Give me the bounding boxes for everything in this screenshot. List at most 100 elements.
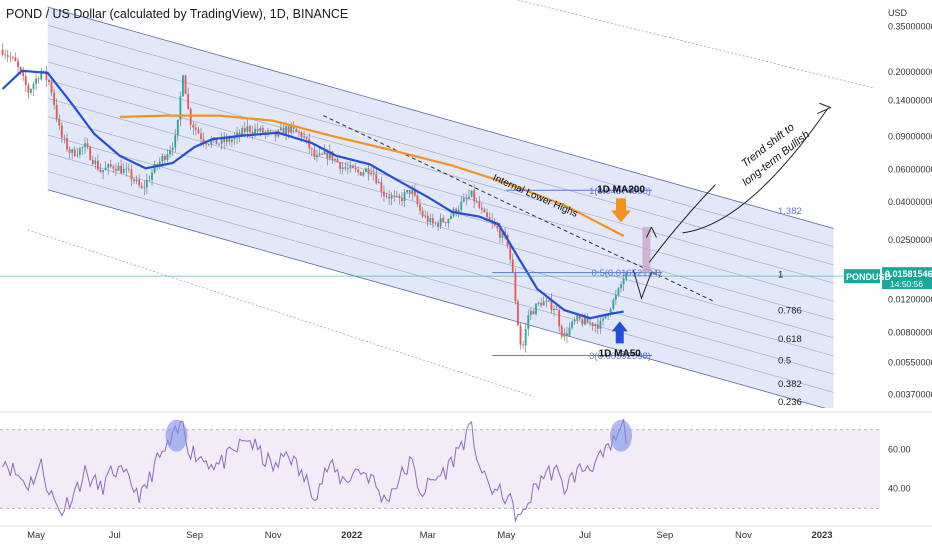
candle-body: [130, 169, 133, 180]
internal-lower-highs-line: [323, 115, 716, 303]
candle-body: [287, 126, 290, 133]
candle-body: [166, 154, 169, 160]
candle-body: [84, 143, 86, 148]
candle-body: [331, 151, 334, 161]
candle-body: [17, 61, 19, 68]
candle-body: [40, 70, 43, 80]
projection-bar: [642, 227, 651, 273]
price-tick-label: 0.02500000: [888, 235, 932, 245]
candle-body: [156, 164, 159, 166]
candle-body: [145, 179, 148, 188]
candle-body: [272, 130, 275, 132]
candle-body: [571, 321, 573, 328]
channel-lower-line: [47, 189, 826, 408]
candle-body: [182, 75, 184, 97]
fib-level-label: 0(0.00592598): [589, 351, 651, 362]
projection-up-arrow: [646, 226, 657, 238]
candle-body: [578, 315, 581, 320]
candle-body: [558, 310, 561, 327]
candle-body: [231, 139, 233, 142]
candle-body: [308, 138, 311, 149]
rsi-pane: [0, 419, 880, 522]
candle-body: [413, 189, 416, 196]
channel-fill: [47, 7, 834, 408]
candle-body: [470, 190, 473, 197]
candle-body: [547, 300, 550, 302]
candle-body: [462, 198, 465, 202]
candle-body: [30, 88, 32, 93]
candle-body: [179, 96, 182, 120]
candle-body: [210, 140, 213, 145]
candle-body: [328, 151, 331, 159]
candle-body: [460, 201, 463, 210]
candle-body: [434, 222, 437, 224]
candle-body: [439, 217, 442, 227]
candle-body: [282, 128, 285, 135]
candle-body: [419, 204, 421, 211]
candle-body: [125, 168, 128, 170]
axes: 0.35000000 0.20000000 0.14000000 0.09000000…: [0, 8, 932, 541]
candle-body: [385, 195, 388, 197]
candle-body: [346, 168, 349, 170]
channel-fib-label: 0.5: [778, 356, 791, 367]
candle-body: [614, 295, 617, 300]
candle-body: [73, 149, 76, 156]
candle-body: [393, 195, 396, 197]
candle-body: [517, 301, 519, 326]
candle-body: [437, 222, 439, 227]
candle-body: [599, 320, 602, 329]
candle-body: [493, 222, 496, 226]
candle-body: [9, 56, 12, 58]
candle-body: [261, 127, 264, 133]
outer-lower-dotted-line: [27, 229, 534, 397]
candle-body: [161, 155, 164, 162]
candle-body: [298, 131, 300, 133]
candle-body: [450, 215, 452, 219]
candle-body: [19, 67, 22, 72]
candle-body: [509, 245, 512, 260]
candle-body: [339, 162, 342, 170]
price-tick-label: 0.00370000: [888, 390, 932, 400]
candle-body: [176, 119, 179, 136]
candle-body: [475, 201, 478, 203]
candle-body: [349, 165, 352, 169]
candle-body: [164, 155, 166, 160]
candle-body: [60, 125, 63, 138]
candle-body: [285, 126, 287, 135]
rsi-band: [0, 429, 880, 509]
candle-body: [303, 136, 305, 138]
projection-curve-1: [649, 184, 716, 263]
candle-body: [442, 217, 445, 223]
channel-inner-line: [47, 25, 834, 247]
candle-body: [225, 138, 228, 143]
candle-body: [94, 160, 97, 165]
outer-upper-dotted-line: [516, 0, 874, 89]
price-tick-label: 0.20000000: [888, 67, 932, 77]
candle-body: [589, 322, 592, 324]
candle-body: [228, 138, 231, 142]
candle-body: [197, 129, 200, 134]
candle-body: [535, 303, 537, 315]
candle-body: [14, 57, 17, 62]
candle-body: [22, 71, 25, 77]
candle-body: [550, 300, 553, 311]
candle-body: [86, 143, 89, 148]
candle-body: [115, 168, 117, 171]
candle-body: [122, 169, 125, 174]
candle-body: [411, 189, 414, 194]
candle-body: [377, 181, 380, 184]
candle-body: [480, 207, 483, 210]
candle-body: [91, 159, 94, 165]
channel-fib-label: 0.786: [778, 306, 802, 317]
ma200-line: [119, 114, 625, 237]
candles: [1, 43, 628, 353]
price-tick-label: 0.09000000: [888, 131, 932, 141]
candle-body: [499, 228, 501, 238]
candle-body: [68, 149, 71, 153]
time-tick-label: Jul: [579, 530, 591, 541]
candle-body: [45, 70, 48, 80]
candle-body: [429, 217, 432, 223]
candle-body: [478, 201, 481, 208]
candle-body: [112, 166, 115, 169]
